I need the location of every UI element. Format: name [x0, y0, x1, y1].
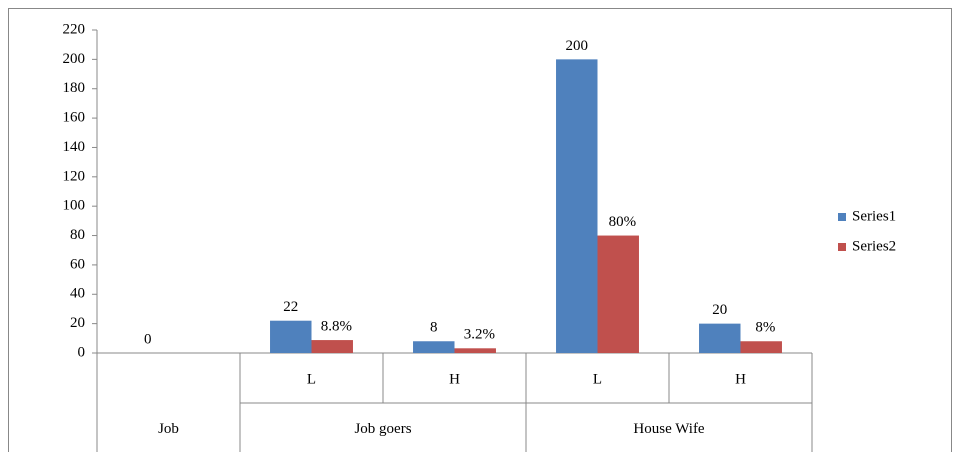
- x-tick-label: H: [735, 371, 746, 387]
- bar: [311, 340, 353, 353]
- bar: [699, 323, 741, 353]
- data-label: 3.2%: [464, 327, 495, 343]
- x-tick-label: L: [593, 371, 602, 387]
- data-label: 0: [144, 331, 152, 347]
- y-tick-label: 0: [78, 344, 86, 360]
- bar: [270, 320, 312, 353]
- legend-swatch: [838, 213, 846, 221]
- y-tick-label: 220: [63, 21, 86, 37]
- y-tick-label: 80: [70, 227, 85, 243]
- data-label: 200: [566, 38, 589, 54]
- x-tick-label: L: [307, 371, 316, 387]
- data-label: 8: [430, 320, 438, 336]
- y-tick-label: 200: [63, 51, 86, 67]
- y-tick-label: 40: [70, 286, 85, 302]
- y-tick-label: 60: [70, 256, 85, 272]
- bar: [740, 341, 782, 353]
- y-tick-label: 140: [63, 139, 86, 155]
- group-label: Job goers: [354, 421, 411, 437]
- data-label: 8.8%: [321, 319, 352, 335]
- data-label: 8%: [755, 320, 775, 336]
- bar: [454, 348, 496, 353]
- y-tick-label: 20: [70, 315, 85, 331]
- bar: [556, 59, 598, 353]
- data-label: 80%: [609, 214, 637, 230]
- legend-label: Series1: [852, 208, 896, 224]
- legend-swatch: [838, 243, 846, 251]
- y-tick-label: 100: [63, 198, 86, 214]
- bar: [597, 235, 639, 353]
- group-label: House Wife: [633, 421, 705, 437]
- group-label: Job: [158, 421, 179, 437]
- y-tick-label: 160: [63, 110, 86, 126]
- x-tick-label: H: [449, 371, 460, 387]
- data-label: 20: [712, 302, 727, 318]
- y-tick-label: 120: [63, 168, 86, 184]
- data-label: 22: [283, 299, 298, 315]
- bar: [413, 341, 455, 353]
- chart-border: [8, 8, 952, 457]
- legend-label: Series2: [852, 238, 896, 254]
- y-tick-label: 180: [63, 80, 86, 96]
